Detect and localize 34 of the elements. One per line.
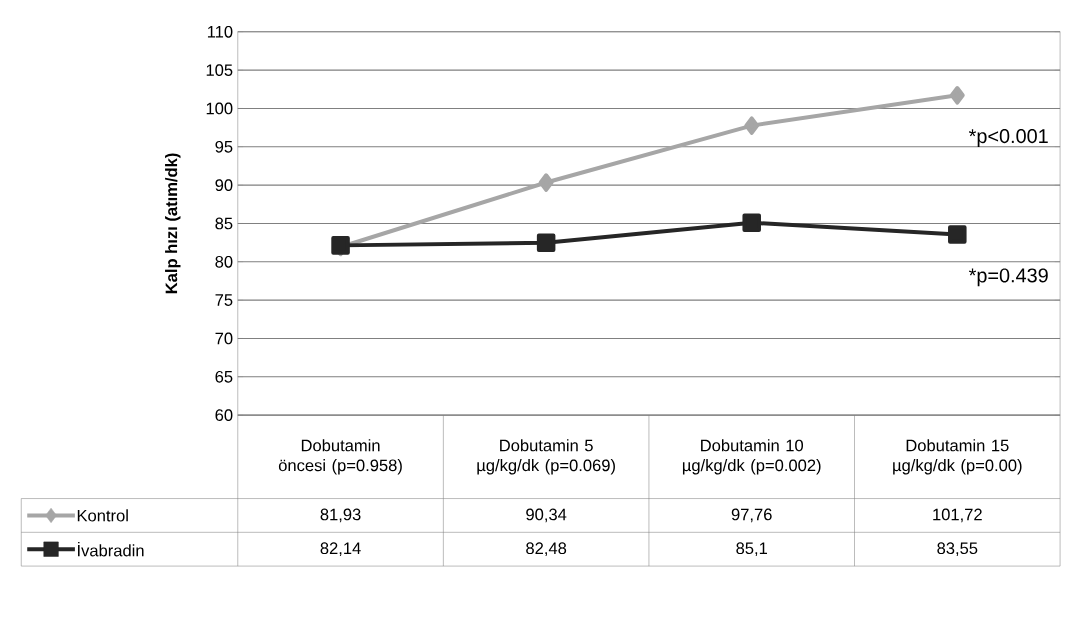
data-label: 97,76 <box>731 508 772 523</box>
x-tick-label: Dobutamin 5 µg/kg/dk (p=0.069) <box>477 439 615 475</box>
y-tick-label: 65 <box>215 371 233 383</box>
data-label: 82,48 <box>526 542 567 557</box>
annotation: *p<0.001 <box>968 129 1048 148</box>
x-tick-label: Dobutamin öncesi (p=0.958) <box>278 439 402 475</box>
y-tick-label: 100 <box>206 102 233 115</box>
point <box>536 233 556 253</box>
y-tick-label: 75 <box>215 294 233 307</box>
data-label: 90,34 <box>526 508 567 523</box>
y-tick-label: 85 <box>215 217 233 230</box>
data-label: 82,14 <box>320 542 361 557</box>
legend-label: Kontrol <box>77 509 128 522</box>
data-label: 81,93 <box>320 508 361 523</box>
point <box>744 116 760 136</box>
legend-label: İvabradin <box>78 542 144 557</box>
data-label: 85,1 <box>736 542 768 557</box>
point <box>538 173 554 192</box>
data-label: 83,55 <box>937 542 978 557</box>
y-tick-label: 80 <box>215 256 233 268</box>
x-tick-label: Dobutamin 10 µg/kg/dk (p=0.002) <box>682 439 821 475</box>
point <box>742 213 761 233</box>
data-label: 101,72 <box>933 508 982 523</box>
annotation: *p=0.439 <box>968 268 1048 287</box>
y-tick-label: 90 <box>215 179 233 192</box>
y-tick-label: 60 <box>215 409 233 422</box>
x-tick-label: Dobutamin 15 µg/kg/dk (p=0.00) <box>893 439 1022 475</box>
y-tick-label: 105 <box>206 64 233 77</box>
y-axis-title: Kalp hızı (atım/dk) <box>165 153 181 294</box>
y-tick-label: 110 <box>207 26 233 38</box>
point <box>949 86 965 105</box>
y-tick-label: 95 <box>215 141 233 153</box>
point <box>948 225 967 244</box>
y-tick-label: 70 <box>215 332 233 345</box>
